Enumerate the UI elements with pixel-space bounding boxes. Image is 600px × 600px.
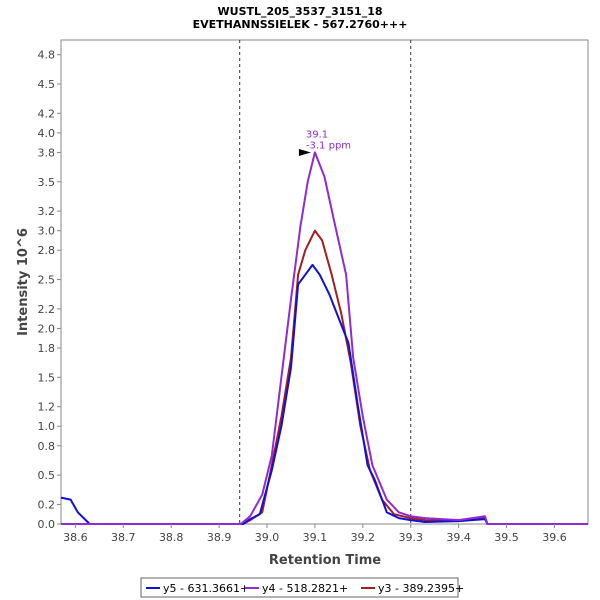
chart-subtitle: EVETHANNSSIELEK - 567.2760+++	[193, 18, 408, 31]
x-tick-label: 39.5	[494, 531, 519, 544]
y-tick-label: 0.8	[38, 440, 56, 453]
y-tick-label: 4.2	[38, 107, 56, 120]
legend-box	[140, 577, 459, 598]
series-line-y4	[61, 151, 588, 525]
y-tick-label: 3.0	[38, 225, 56, 238]
y-tick-label: 1.0	[38, 420, 56, 433]
x-tick-label: 38.8	[159, 531, 184, 544]
y-tick-label: 2.8	[38, 244, 56, 257]
y-tick-label: 4.0	[38, 127, 56, 140]
y-tick-label: 0.5	[38, 469, 56, 482]
x-tick-label: 39.0	[255, 531, 280, 544]
y-tick-label: 3.2	[38, 205, 56, 218]
peak-annotation-rt: 39.1	[306, 129, 328, 140]
integration-boundaries	[239, 40, 412, 524]
x-tick-label: 38.9	[207, 531, 232, 544]
x-tick-label: 39.4	[446, 531, 471, 544]
x-tick-label: 39.2	[351, 531, 376, 544]
y-tick-label: 1.2	[38, 401, 56, 414]
y-tick-label: 3.5	[38, 176, 56, 189]
y-tick-label: 0.2	[38, 498, 56, 511]
legend-entry: y3 - 389.2395+	[378, 582, 464, 595]
y-tick-label: 2.5	[38, 274, 56, 287]
x-tick-label: 39.3	[398, 531, 423, 544]
y-tick-label: 4.8	[38, 49, 56, 62]
y-tick-label: 4.5	[38, 78, 56, 91]
x-tick-label: 39.6	[542, 531, 567, 544]
y-axis-ticks: 0.0 0.2 0.5 0.8 1.0 1.2 1.5 1.8 2.0 2.2 2.5 2.8 3.0 3…	[38, 49, 61, 531]
series-layer	[60, 151, 588, 525]
y-axis-label: Intensity 10^6	[16, 228, 31, 336]
plot-area	[60, 39, 589, 525]
y-tick-label: 3.8	[38, 146, 56, 159]
series-line-y5	[60, 263, 588, 525]
peak-arrow-icon	[298, 148, 311, 156]
peak-annotation: 39.1 -3.1 ppm	[298, 129, 351, 156]
chart-title: WUSTL_205_3537_3151_18	[218, 5, 383, 18]
x-tick-label: 39.1	[303, 531, 328, 544]
legend-entry: y5 - 631.3661+	[163, 582, 249, 595]
y-tick-label: 2.0	[38, 322, 56, 335]
y-tick-label: 0.0	[38, 518, 56, 531]
x-tick-label: 38.6	[63, 531, 88, 544]
legend-entry: y4 - 518.2821+	[262, 582, 348, 595]
x-tick-label: 38.7	[111, 531, 136, 544]
x-axis-label: Retention Time	[269, 553, 381, 568]
legend: y5 - 631.3661+ y4 - 518.2821+ y3 - 389.239…	[140, 577, 464, 598]
y-tick-label: 1.8	[38, 342, 56, 355]
peak-annotation-ppm: -3.1 ppm	[306, 140, 351, 151]
y-tick-label: 2.2	[38, 303, 56, 316]
x-axis-ticks: 38.6 38.7 38.8 38.9 39.0 39.1 39.2 39.3 39.4 39.5…	[63, 524, 567, 544]
y-tick-label: 1.5	[38, 371, 56, 384]
